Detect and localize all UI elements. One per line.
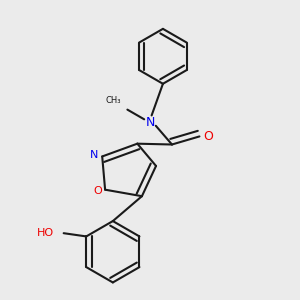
Text: N: N: [145, 116, 155, 129]
Text: O: O: [93, 186, 102, 196]
Text: CH₃: CH₃: [105, 96, 121, 105]
Text: O: O: [204, 130, 214, 143]
Text: N: N: [90, 150, 98, 160]
Text: HO: HO: [37, 228, 54, 238]
